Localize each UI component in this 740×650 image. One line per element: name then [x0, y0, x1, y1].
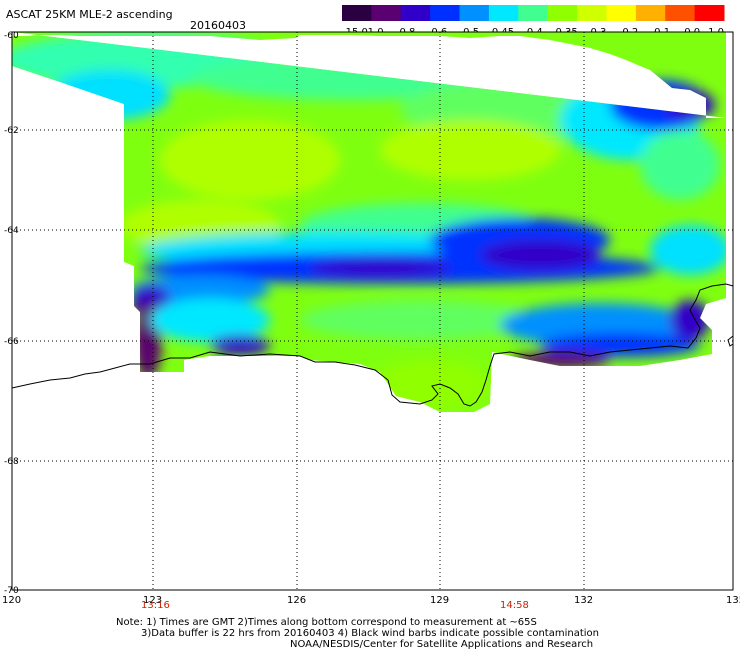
colorbar-swatch [518, 5, 549, 21]
colorbar-swatch [547, 5, 578, 21]
colorbar-swatch [665, 5, 696, 21]
longitude-label: 132 [574, 595, 593, 606]
colorbar-swatch [488, 5, 519, 21]
colorbar-swatch [577, 5, 607, 21]
map-date: 20160403 [190, 19, 246, 32]
longitude-labels: 120 123 126 129 132 135 [2, 595, 740, 606]
colorbar-swatch [459, 5, 490, 21]
colorbar-swatch [371, 5, 402, 21]
map-frame [11, 31, 734, 591]
longitude-label: 129 [430, 595, 449, 606]
coastline [11, 283, 734, 407]
latitude-label: -66 [4, 337, 19, 347]
latitude-label: -64 [4, 226, 19, 236]
note-line-2: 3)Data buffer is 22 hrs from 20160403 4)… [141, 628, 599, 639]
latitude-label: -68 [4, 457, 19, 467]
colorbar-swatch [694, 5, 725, 21]
longitude-label: 126 [287, 595, 306, 606]
latitude-label: -70 [4, 586, 19, 596]
note-line-3: NOAA/NESDIS/Center for Satellite Applica… [290, 639, 594, 650]
colorbar-swatch [400, 5, 431, 21]
latitude-label: -60 [4, 31, 19, 41]
latitude-label: -62 [4, 126, 19, 136]
colorbar-swatch [430, 5, 461, 21]
longitude-label: 123 [143, 595, 162, 606]
colorbar-swatch [635, 5, 666, 21]
time-label-end: 14:58 [500, 600, 529, 611]
grid-lines [12, 32, 733, 590]
time-label-start: 13:16 [141, 600, 170, 611]
longitude-label: 135 [726, 595, 740, 606]
longitude-label: 120 [2, 595, 21, 606]
latitude-labels: -60 -62 -64 -66 -68 -70 [4, 31, 19, 596]
colorbar-swatch [606, 5, 637, 21]
colorbar-swatch [342, 5, 372, 21]
note-line-1: Note: 1) Times are GMT 2)Times along bot… [116, 617, 537, 628]
map-title: ASCAT 25KM MLE-2 ascending [6, 8, 173, 21]
